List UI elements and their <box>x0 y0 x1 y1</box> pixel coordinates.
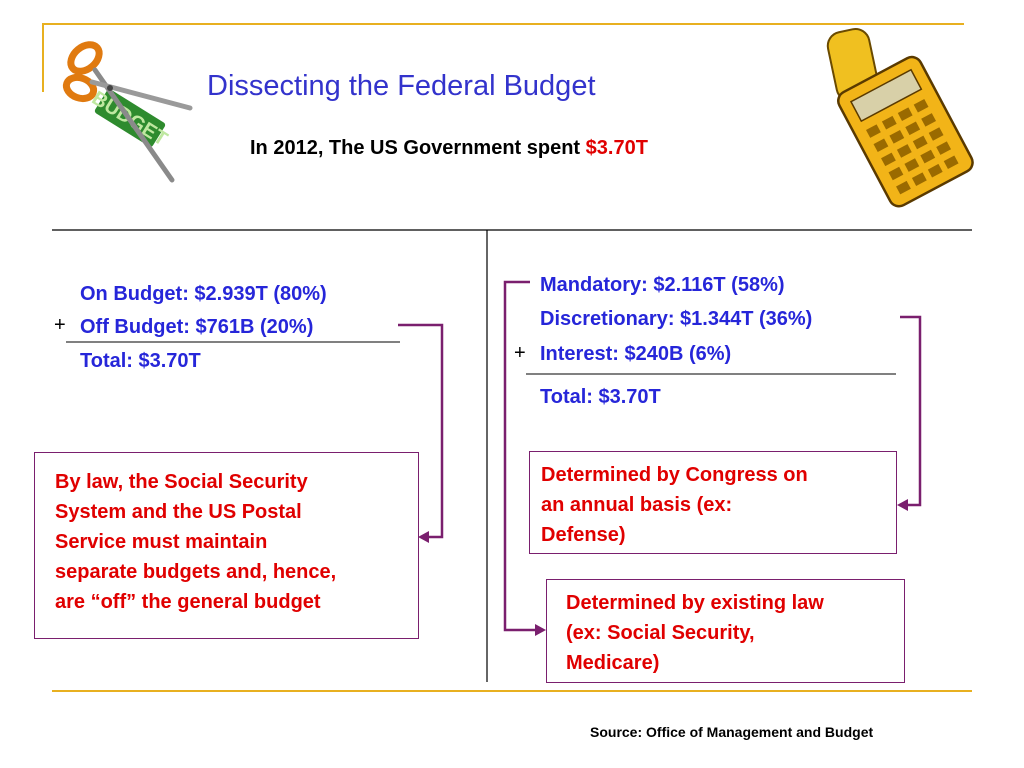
slide-subtitle: In 2012, The US Government spent $3.70T <box>250 137 648 160</box>
note-line: System and the US Postal <box>55 501 302 523</box>
note-line: Service must maintain <box>55 531 268 553</box>
mandatory-line: Mandatory: $2.116T (58%) <box>540 274 785 296</box>
off-budget-connector <box>398 323 444 539</box>
right-plus-sign: + <box>514 342 526 364</box>
subtitle-text: In 2012, The US Government spent <box>250 137 586 159</box>
note-line: Medicare) <box>566 652 660 674</box>
left-total-line: Total: $3.70T <box>80 350 201 372</box>
calculator-icon <box>826 28 974 208</box>
discretionary-note-box: Determined by Congress on an annual basi… <box>529 451 897 554</box>
discretionary-connector <box>900 315 922 507</box>
note-line: By law, the Social Security <box>55 471 308 493</box>
note-line: an annual basis (ex: <box>541 494 733 516</box>
note-line: Determined by existing law <box>566 592 824 614</box>
discretionary-line: Discretionary: $1.344T (36%) <box>540 308 813 330</box>
note-line: Determined by Congress on <box>541 464 808 486</box>
slide-title: Dissecting the Federal Budget <box>207 70 596 102</box>
note-line: are “off” the general budget <box>55 591 321 613</box>
source-citation: Source: Office of Management and Budget <box>590 724 874 740</box>
note-line: separate budgets and, hence, <box>55 561 337 583</box>
interest-line: Interest: $240B (6%) <box>540 343 732 365</box>
scissors-budget-icon: BUDGET <box>62 41 193 183</box>
right-total-line: Total: $3.70T <box>540 386 661 408</box>
note-line: (ex: Social Security, <box>566 622 755 644</box>
off-budget-line: Off Budget: $761B (20%) <box>80 316 314 338</box>
off-budget-note-box: By law, the Social Security System and t… <box>34 452 419 639</box>
mandatory-connector <box>503 280 535 632</box>
off-budget-arrow-icon <box>418 531 429 543</box>
note-line: Defense) <box>541 524 626 546</box>
mandatory-note-box: Determined by existing law (ex: Social S… <box>546 579 905 683</box>
left-plus-sign: + <box>54 314 66 336</box>
on-budget-line: On Budget: $2.939T (80%) <box>80 283 327 305</box>
mandatory-arrow-icon <box>535 624 546 636</box>
discretionary-arrow-icon <box>897 499 908 511</box>
subtitle-amount: $3.70T <box>585 137 648 159</box>
